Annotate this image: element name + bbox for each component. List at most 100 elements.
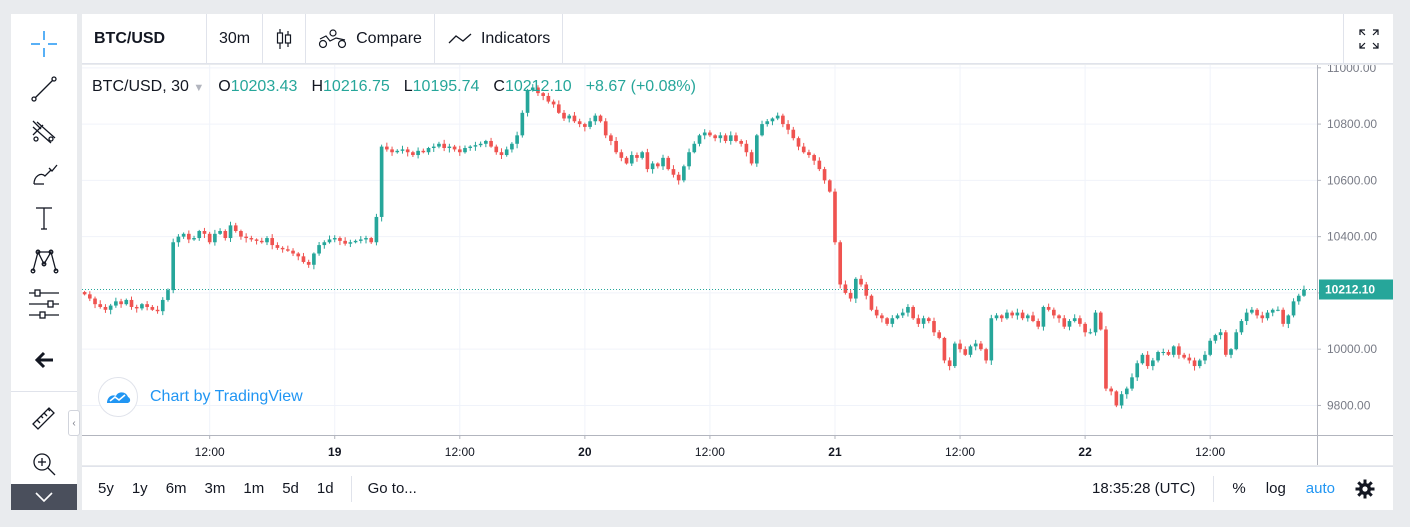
candle-body [734, 135, 738, 141]
range-5d-button[interactable]: 5d [282, 480, 299, 497]
price-chart[interactable]: 11000.0010800.0010600.0010400.0010200.00… [82, 65, 1393, 465]
trend-line-tool[interactable] [11, 69, 77, 109]
candle-body [249, 238, 254, 240]
candle-body [1156, 351, 1160, 361]
candle-body [1109, 388, 1113, 392]
candle-body [176, 236, 181, 243]
candle-body [275, 245, 280, 248]
range-5y-button[interactable]: 5y [98, 480, 114, 497]
utc-clock[interactable]: 18:35:28 (UTC) [1074, 475, 1215, 502]
candle-body [655, 163, 660, 167]
range-1d-button[interactable]: 1d [316, 480, 334, 497]
interval-button[interactable]: 30m [207, 14, 264, 63]
candle-body [1015, 312, 1020, 316]
candle-body [593, 115, 598, 122]
price-tick-label: 10000.00 [1327, 342, 1377, 356]
log-scale-button[interactable]: log [1265, 480, 1286, 497]
candle-body [270, 238, 275, 246]
candle-body [885, 318, 889, 324]
candle-body [239, 231, 243, 237]
settings-button[interactable] [1345, 479, 1393, 499]
candle-body [296, 253, 301, 257]
price-tick-label: 9800.00 [1327, 398, 1371, 412]
compare-button[interactable]: Compare [306, 14, 435, 63]
legend-low: L10195.74 [404, 78, 480, 96]
candle-body [452, 146, 457, 150]
pitchfork-tool[interactable] [11, 112, 77, 152]
hide-toolbar-handle[interactable]: ‹ [68, 410, 80, 436]
auto-scale-button[interactable]: auto [1305, 480, 1335, 497]
candle-body [994, 315, 999, 319]
candle-body [614, 140, 618, 153]
candle-body [1119, 394, 1124, 406]
candle-body [1140, 354, 1145, 364]
candle-body [1093, 312, 1098, 333]
goto-date-button[interactable]: Go to... [350, 475, 433, 502]
candle-body [254, 239, 259, 241]
pattern-tool[interactable] [11, 241, 77, 281]
candle-body [463, 148, 467, 153]
candle-body [546, 95, 551, 102]
ruler-tool[interactable] [11, 397, 77, 437]
candle-body [181, 233, 186, 237]
collapse-toolbar-button[interactable] [11, 484, 77, 510]
candle-body [494, 146, 499, 153]
candle-body [775, 115, 780, 119]
candle-body [1114, 391, 1119, 406]
range-3m-button[interactable]: 3m [204, 480, 226, 497]
back-tool[interactable] [11, 340, 77, 380]
candle-body [1046, 306, 1051, 310]
chart-area[interactable]: 11000.0010800.0010600.0010400.0010200.00… [82, 65, 1393, 465]
legend-title[interactable]: BTC/USD, 30 ▼ [92, 78, 204, 96]
symbol-search-button[interactable]: BTC/USD [82, 14, 207, 63]
zoom-tool[interactable] [11, 444, 77, 484]
crosshair-tool[interactable] [11, 24, 77, 64]
fullscreen-button[interactable] [1343, 14, 1393, 63]
text-tool[interactable] [11, 198, 77, 238]
candle-body [807, 152, 811, 156]
candle-body [640, 152, 645, 158]
candle-body [697, 135, 702, 144]
candle-body [1203, 354, 1207, 361]
legend-open-value: 10203.43 [230, 78, 298, 95]
ruler-icon [32, 407, 55, 430]
candle-body [280, 247, 285, 250]
candle-body [926, 318, 931, 322]
candle-body [358, 239, 363, 241]
candle-body [754, 135, 759, 164]
legend-open: O10203.43 [218, 78, 297, 96]
range-1m-button[interactable]: 1m [243, 480, 265, 497]
tradingview-watermark[interactable]: Chart by TradingView [98, 377, 303, 417]
candle-body [437, 143, 441, 147]
tradingview-logo [98, 377, 138, 417]
candle-body [562, 112, 566, 119]
candle-body [1098, 312, 1103, 330]
candle-body [942, 337, 947, 361]
candle-body [228, 225, 233, 239]
candle-body [1025, 315, 1030, 319]
candle-body [692, 143, 697, 153]
candle-body [197, 231, 202, 239]
indicators-icon [448, 33, 472, 43]
range-6m-button[interactable]: 6m [165, 480, 187, 497]
candle-body [609, 135, 613, 141]
pitchfork-icon [32, 120, 56, 144]
percent-scale-button[interactable]: % [1232, 480, 1246, 497]
candle-body [218, 231, 222, 234]
candle-body [431, 146, 436, 149]
candle-body [572, 115, 577, 122]
chart-style-button[interactable] [263, 14, 307, 63]
indicators-button[interactable]: Indicators [435, 14, 564, 63]
candle-body [619, 152, 624, 158]
range-1y-button[interactable]: 1y [131, 480, 148, 497]
watermark-label: Chart by TradingView [150, 388, 303, 405]
brush-tool[interactable] [11, 155, 77, 195]
legend-close-value: 10212.10 [504, 78, 572, 95]
candle-body [968, 346, 973, 355]
last-price-label-bg [1319, 279, 1393, 300]
candle-body [1161, 351, 1166, 353]
prediction-tool[interactable] [11, 284, 77, 324]
candle-body [744, 143, 749, 153]
time-tick-label: 20 [578, 445, 592, 459]
candle-body [322, 242, 327, 246]
